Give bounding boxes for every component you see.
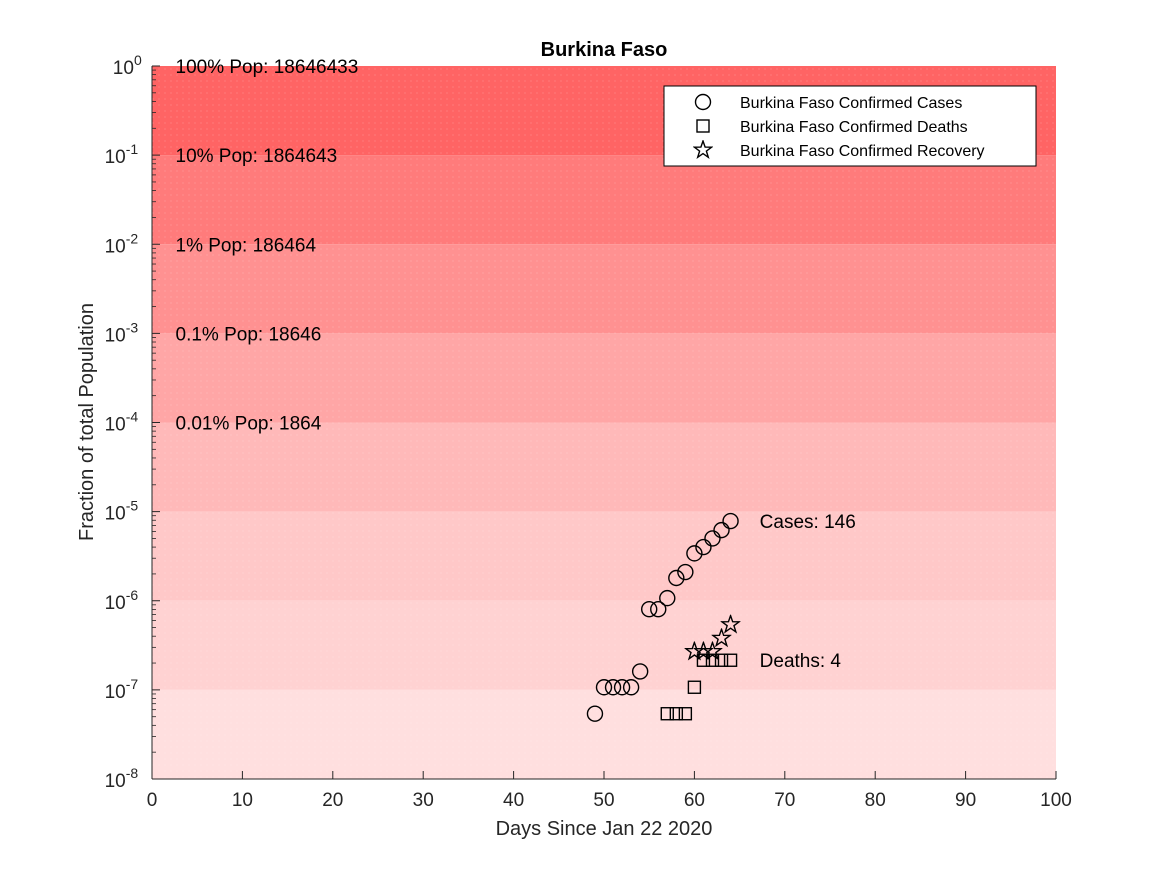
annotations-layer: Cases: 146 Deaths: 4 xyxy=(760,512,856,672)
death-marker xyxy=(687,680,702,694)
dot-texture xyxy=(152,66,1056,779)
x-tick-label: 30 xyxy=(413,790,434,811)
legend-label-cases: Burkina Faso Confirmed Cases xyxy=(740,95,962,112)
x-tick-label: 10 xyxy=(232,790,253,811)
y-tick-label: 10-4 xyxy=(105,409,139,436)
x-tick-label: 70 xyxy=(774,790,795,811)
case-marker xyxy=(595,679,613,696)
band-label-4: 0.01% Pop: 1864 xyxy=(176,414,322,435)
case-marker xyxy=(641,600,658,618)
case-marker xyxy=(650,600,667,618)
markers-layer xyxy=(586,512,740,722)
x-tick-label: 80 xyxy=(865,790,886,811)
band-label-1: 10% Pop: 1864643 xyxy=(176,146,338,167)
band-label-0: 100% Pop: 18646433 xyxy=(176,57,359,78)
x-tick-label: 90 xyxy=(955,790,976,811)
y-tick-label: 10-2 xyxy=(105,230,139,257)
case-marker xyxy=(722,512,739,530)
case-marker xyxy=(677,563,694,581)
y-tick-label: 10-6 xyxy=(105,587,139,614)
case-marker xyxy=(586,705,604,722)
x-tick-label: 50 xyxy=(593,790,614,811)
death-marker xyxy=(678,707,693,721)
x-tick-label: 0 xyxy=(147,790,158,811)
end-label-0: Cases: 146 xyxy=(760,512,856,533)
y-ticks-layer: 100 10-1 10-2 10-3 10-4 10-5 10-6 10-7 10-8 xyxy=(105,52,160,792)
case-marker xyxy=(668,569,685,587)
legend-square-icon xyxy=(696,119,710,133)
legend-label-recovery: Burkina Faso Confirmed Recovery xyxy=(740,143,985,160)
legend-label-deaths: Burkina Faso Confirmed Deaths xyxy=(740,119,968,136)
x-tick-label: 100 xyxy=(1040,790,1072,811)
band-label-3: 0.1% Pop: 18646 xyxy=(176,324,322,345)
chart-title: Burkina Faso xyxy=(541,39,668,61)
case-marker xyxy=(659,589,676,607)
y-tick-label: 10-5 xyxy=(105,498,139,525)
x-ticks-layer: 0 10 20 30 40 50 60 70 80 90 100 xyxy=(147,771,1072,811)
x-tick-label: 20 xyxy=(322,790,343,811)
case-marker xyxy=(713,521,730,539)
y-tick-label: 10-1 xyxy=(105,141,139,168)
legend: Burkina Faso Confirmed Cases Burkina Fas… xyxy=(663,85,1037,167)
band-label-2: 1% Pop: 186464 xyxy=(176,235,317,256)
y-axis-title: Fraction of total Population xyxy=(76,303,98,541)
case-marker xyxy=(704,530,721,547)
case-marker xyxy=(604,679,622,696)
x-tick-label: 60 xyxy=(684,790,705,811)
death-marker xyxy=(669,707,684,721)
y-tick-label: 10-8 xyxy=(105,765,139,792)
legend-box xyxy=(663,85,1037,167)
death-marker xyxy=(660,707,674,721)
x-tick-label: 40 xyxy=(503,790,524,811)
y-tick-label: 100 xyxy=(113,52,142,79)
case-marker xyxy=(686,545,703,562)
y-tick-label: 10-3 xyxy=(105,319,139,346)
case-marker xyxy=(631,663,649,680)
end-label-1: Deaths: 4 xyxy=(760,651,842,672)
legend-circle-icon xyxy=(694,93,712,111)
death-marker xyxy=(723,653,738,667)
case-marker xyxy=(695,538,712,556)
death-marker xyxy=(714,653,729,667)
y-tick-label: 10-7 xyxy=(105,676,139,703)
case-marker xyxy=(622,679,640,696)
band-labels-layer: 100% Pop: 18646433 10% Pop: 1864643 1% Pop… xyxy=(176,57,359,435)
x-axis-title: Days Since Jan 22 2020 xyxy=(496,818,713,840)
case-marker xyxy=(613,679,631,696)
